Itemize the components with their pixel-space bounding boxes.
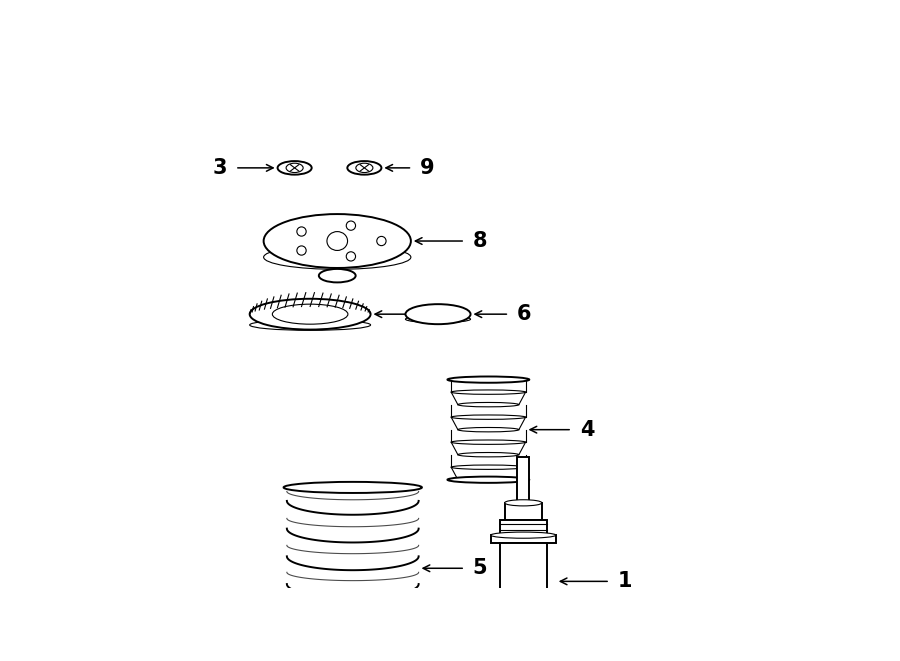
Ellipse shape xyxy=(356,163,373,173)
Ellipse shape xyxy=(264,245,411,269)
Text: 8: 8 xyxy=(472,231,488,251)
Ellipse shape xyxy=(405,316,471,323)
Circle shape xyxy=(377,237,386,246)
Ellipse shape xyxy=(451,465,526,469)
Ellipse shape xyxy=(458,453,519,457)
Ellipse shape xyxy=(249,299,371,330)
Ellipse shape xyxy=(447,477,529,483)
Ellipse shape xyxy=(249,319,371,330)
Polygon shape xyxy=(517,457,529,503)
Ellipse shape xyxy=(458,428,519,432)
Ellipse shape xyxy=(273,304,348,324)
Text: 7: 7 xyxy=(425,304,439,324)
Circle shape xyxy=(297,246,306,255)
Polygon shape xyxy=(491,535,556,543)
Ellipse shape xyxy=(277,161,311,175)
Ellipse shape xyxy=(280,644,425,654)
Ellipse shape xyxy=(284,482,422,493)
Circle shape xyxy=(346,252,356,261)
Ellipse shape xyxy=(319,269,356,282)
Text: 4: 4 xyxy=(580,420,594,440)
Text: 6: 6 xyxy=(517,304,532,324)
Text: 3: 3 xyxy=(212,158,227,178)
Ellipse shape xyxy=(491,532,556,538)
Text: 5: 5 xyxy=(472,559,488,578)
Polygon shape xyxy=(500,543,546,661)
Text: 1: 1 xyxy=(617,571,633,592)
Circle shape xyxy=(346,221,356,230)
Circle shape xyxy=(297,227,306,236)
Ellipse shape xyxy=(347,161,382,175)
Ellipse shape xyxy=(286,163,303,173)
Ellipse shape xyxy=(451,415,526,419)
Ellipse shape xyxy=(458,403,519,407)
Polygon shape xyxy=(505,503,542,520)
Ellipse shape xyxy=(447,377,529,383)
Ellipse shape xyxy=(264,214,411,268)
Ellipse shape xyxy=(458,477,519,482)
Polygon shape xyxy=(500,520,546,535)
Ellipse shape xyxy=(327,231,347,251)
Ellipse shape xyxy=(451,440,526,444)
Ellipse shape xyxy=(505,500,542,506)
Text: 9: 9 xyxy=(420,158,435,178)
Ellipse shape xyxy=(451,390,526,395)
Ellipse shape xyxy=(405,304,471,324)
